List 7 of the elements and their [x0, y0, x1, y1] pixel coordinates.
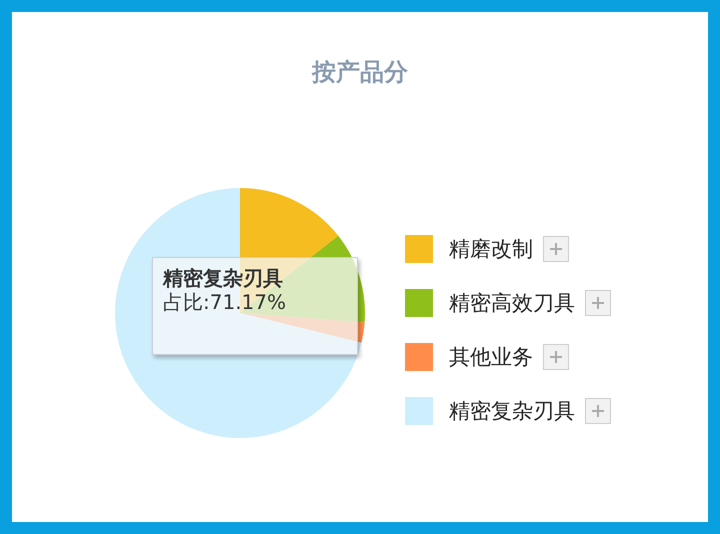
legend-label: 其他业务 — [449, 344, 533, 371]
chart-title: 按产品分 — [310, 57, 409, 88]
text: 精密复杂刃具 — [163, 266, 284, 290]
text: 占比:71.17% — [163, 290, 287, 314]
legend-label: 精密复杂刃具 — [449, 398, 575, 425]
legend-label: 精密高效刀具 — [449, 290, 575, 317]
legend-label: 精磨改制 — [449, 236, 533, 263]
